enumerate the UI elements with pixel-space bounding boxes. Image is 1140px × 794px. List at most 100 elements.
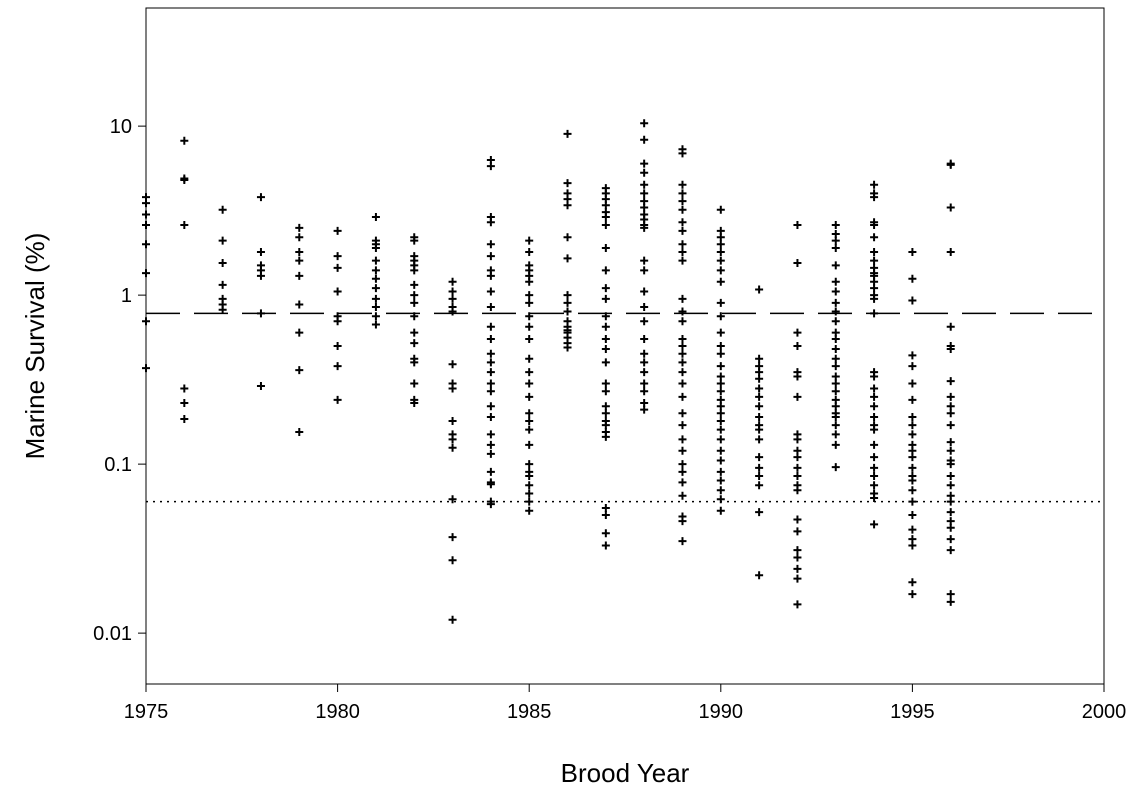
point bbox=[793, 472, 802, 481]
point bbox=[601, 432, 610, 441]
point bbox=[831, 421, 840, 430]
point bbox=[755, 435, 764, 444]
point bbox=[525, 312, 534, 321]
point bbox=[256, 193, 265, 202]
point bbox=[448, 533, 457, 542]
point bbox=[946, 402, 955, 411]
point bbox=[716, 495, 725, 504]
point bbox=[448, 277, 457, 286]
point bbox=[410, 298, 419, 307]
point bbox=[870, 472, 879, 481]
point bbox=[410, 312, 419, 321]
point bbox=[333, 317, 342, 326]
point bbox=[870, 256, 879, 265]
point bbox=[716, 379, 725, 388]
point bbox=[295, 271, 304, 280]
point bbox=[448, 443, 457, 452]
point bbox=[525, 236, 534, 245]
point bbox=[870, 440, 879, 449]
point bbox=[525, 291, 534, 300]
point bbox=[678, 517, 687, 526]
point bbox=[716, 233, 725, 242]
point bbox=[831, 362, 840, 371]
point bbox=[601, 284, 610, 293]
point bbox=[601, 379, 610, 388]
point bbox=[601, 402, 610, 411]
x-tick-label: 1990 bbox=[699, 701, 744, 723]
point bbox=[831, 335, 840, 344]
point bbox=[908, 463, 917, 472]
point bbox=[946, 438, 955, 447]
point bbox=[946, 472, 955, 481]
point bbox=[831, 344, 840, 353]
point bbox=[946, 392, 955, 401]
point bbox=[180, 220, 189, 229]
point bbox=[831, 372, 840, 381]
x-tick-label: 2000 bbox=[1082, 701, 1127, 723]
point bbox=[563, 291, 572, 300]
point bbox=[755, 402, 764, 411]
point bbox=[256, 271, 265, 280]
point bbox=[525, 392, 534, 401]
point bbox=[295, 328, 304, 337]
point bbox=[716, 342, 725, 350]
point bbox=[870, 453, 879, 462]
point bbox=[908, 511, 917, 519]
x-tick-label: 1985 bbox=[507, 701, 552, 723]
point bbox=[601, 344, 610, 353]
point bbox=[870, 402, 879, 411]
point bbox=[870, 220, 879, 229]
point bbox=[908, 421, 917, 430]
point bbox=[831, 244, 840, 253]
point bbox=[831, 317, 840, 326]
point bbox=[180, 398, 189, 407]
point bbox=[793, 600, 802, 609]
point bbox=[563, 307, 572, 316]
point bbox=[142, 199, 150, 208]
point bbox=[755, 354, 764, 363]
point bbox=[678, 240, 687, 249]
point bbox=[946, 421, 955, 430]
point bbox=[180, 175, 189, 184]
point bbox=[295, 223, 304, 232]
point bbox=[908, 578, 917, 587]
point bbox=[755, 392, 764, 401]
point bbox=[486, 500, 495, 509]
point bbox=[563, 201, 572, 210]
point bbox=[678, 379, 687, 388]
x-tick-label: 1975 bbox=[124, 701, 169, 723]
point bbox=[716, 362, 725, 371]
point bbox=[793, 435, 802, 444]
point bbox=[793, 328, 802, 337]
point bbox=[525, 277, 534, 286]
point bbox=[563, 254, 572, 263]
point bbox=[793, 220, 802, 229]
point bbox=[218, 305, 227, 314]
point bbox=[371, 266, 380, 275]
y-tick-label: 0.1 bbox=[104, 454, 132, 476]
point bbox=[333, 252, 342, 261]
point bbox=[640, 189, 649, 198]
point bbox=[525, 247, 534, 256]
point bbox=[256, 309, 265, 318]
point bbox=[563, 129, 572, 138]
point bbox=[946, 597, 955, 606]
y-tick-label: 10 bbox=[110, 116, 132, 138]
point bbox=[908, 413, 917, 422]
point bbox=[678, 189, 687, 198]
point bbox=[831, 220, 840, 229]
point bbox=[640, 180, 649, 189]
point bbox=[755, 374, 764, 383]
y-tick-label: 0.01 bbox=[93, 623, 132, 645]
point bbox=[295, 427, 304, 436]
point bbox=[716, 416, 725, 425]
point bbox=[755, 571, 764, 580]
point bbox=[946, 344, 955, 353]
point bbox=[640, 335, 649, 344]
point bbox=[601, 504, 610, 513]
point bbox=[793, 372, 802, 381]
point bbox=[716, 506, 725, 515]
point bbox=[486, 218, 495, 227]
